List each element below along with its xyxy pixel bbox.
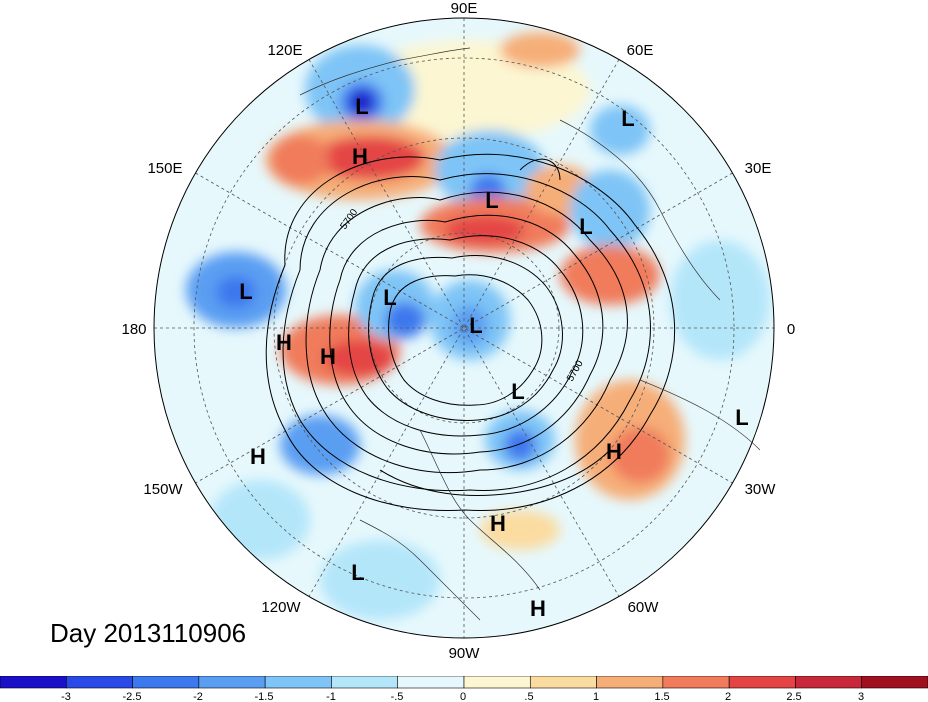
colorbar-swatch (463, 676, 531, 689)
pressure-centers: L H L L L L L H H L L L H H H L H (239, 94, 748, 621)
colorbar-boxes (0, 676, 928, 689)
colorbar-swatch (331, 676, 399, 689)
colorbar-tick-label: -1 (326, 691, 336, 702)
high-center: H (530, 596, 546, 621)
lon-label-30e: 30E (745, 160, 772, 177)
lon-label-120w: 120W (261, 599, 301, 616)
high-center: H (352, 144, 368, 169)
high-center: H (276, 330, 292, 355)
polar-map: 5700 5700 90E 60E 30E 0 30W 60W 90W 120W… (121, 0, 795, 662)
lon-label-0: 0 (787, 321, 795, 338)
date-label: Day 2013110906 (50, 618, 247, 648)
low-center: L (735, 405, 748, 430)
longitude-labels: 90E 60E 30E 0 30W 60W 90W 120W 150W 180 … (121, 0, 795, 662)
lon-label-150w: 150W (143, 481, 183, 498)
low-center: L (239, 279, 252, 304)
colorbar-swatch (65, 676, 133, 689)
colorbar-swatch (132, 676, 200, 689)
colorbar-tick-label: -.5 (391, 691, 404, 702)
colorbar-swatch (0, 676, 67, 689)
high-center: H (606, 439, 622, 464)
colorbar-tick-label: -2.5 (123, 691, 142, 702)
low-center: L (485, 188, 498, 213)
lon-label-150e: 150E (147, 160, 182, 177)
colorbar-swatch (264, 676, 332, 689)
colorbar-tick-label: 2 (725, 691, 731, 702)
colorbar-tick-label: 1.5 (654, 691, 669, 702)
height-contours (265, 153, 676, 512)
low-center: L (355, 94, 368, 119)
coastlines (299, 47, 761, 621)
low-center: L (383, 285, 396, 310)
colorbar-tick-label: -3 (61, 691, 71, 702)
lon-label-60w: 60W (628, 599, 660, 616)
colorbar-tick-label: .5 (524, 691, 533, 702)
map-border (153, 17, 775, 639)
anomaly-field (154, 18, 774, 638)
lon-label-30w: 30W (745, 481, 777, 498)
colorbar-swatch (728, 676, 796, 689)
low-center: L (511, 379, 524, 404)
colorbar-swatch (662, 676, 730, 689)
lon-label-90e: 90E (451, 0, 478, 17)
lon-label-60e: 60E (627, 42, 654, 59)
colorbar-tick-label: 3 (858, 691, 864, 702)
colorbar-swatch (596, 676, 664, 689)
low-center: L (621, 106, 634, 131)
lon-label-120e: 120E (267, 42, 302, 59)
low-center: L (351, 560, 364, 585)
low-center: L (579, 214, 592, 239)
colorbar-swatch (861, 676, 928, 689)
colorbar-tick-label: 0 (460, 691, 466, 702)
colorbar-tick-label: 2.5 (786, 691, 801, 702)
colorbar-tick-label: -2 (193, 691, 203, 702)
colorbar-swatch (529, 676, 597, 689)
colorbar-tick-label: -1.5 (255, 691, 274, 702)
lon-label-180: 180 (121, 321, 146, 338)
graticule (154, 18, 774, 638)
colorbar-tick-label: 1 (593, 691, 599, 702)
lon-label-90w: 90W (449, 645, 481, 662)
high-center: H (490, 511, 506, 536)
high-center: H (320, 344, 336, 369)
colorbar-swatch (397, 676, 465, 689)
high-center: H (250, 444, 266, 469)
colorbar: -3 -2.5 -2 -1.5 -1 -.5 0 .5 1 1.5 2 2.5 … (0, 676, 928, 702)
colorbar-ticks: -3 -2.5 -2 -1.5 -1 -.5 0 .5 1 1.5 2 2.5 … (61, 691, 864, 702)
colorbar-swatch (795, 676, 863, 689)
colorbar-swatch (198, 676, 266, 689)
low-center: L (469, 313, 482, 338)
